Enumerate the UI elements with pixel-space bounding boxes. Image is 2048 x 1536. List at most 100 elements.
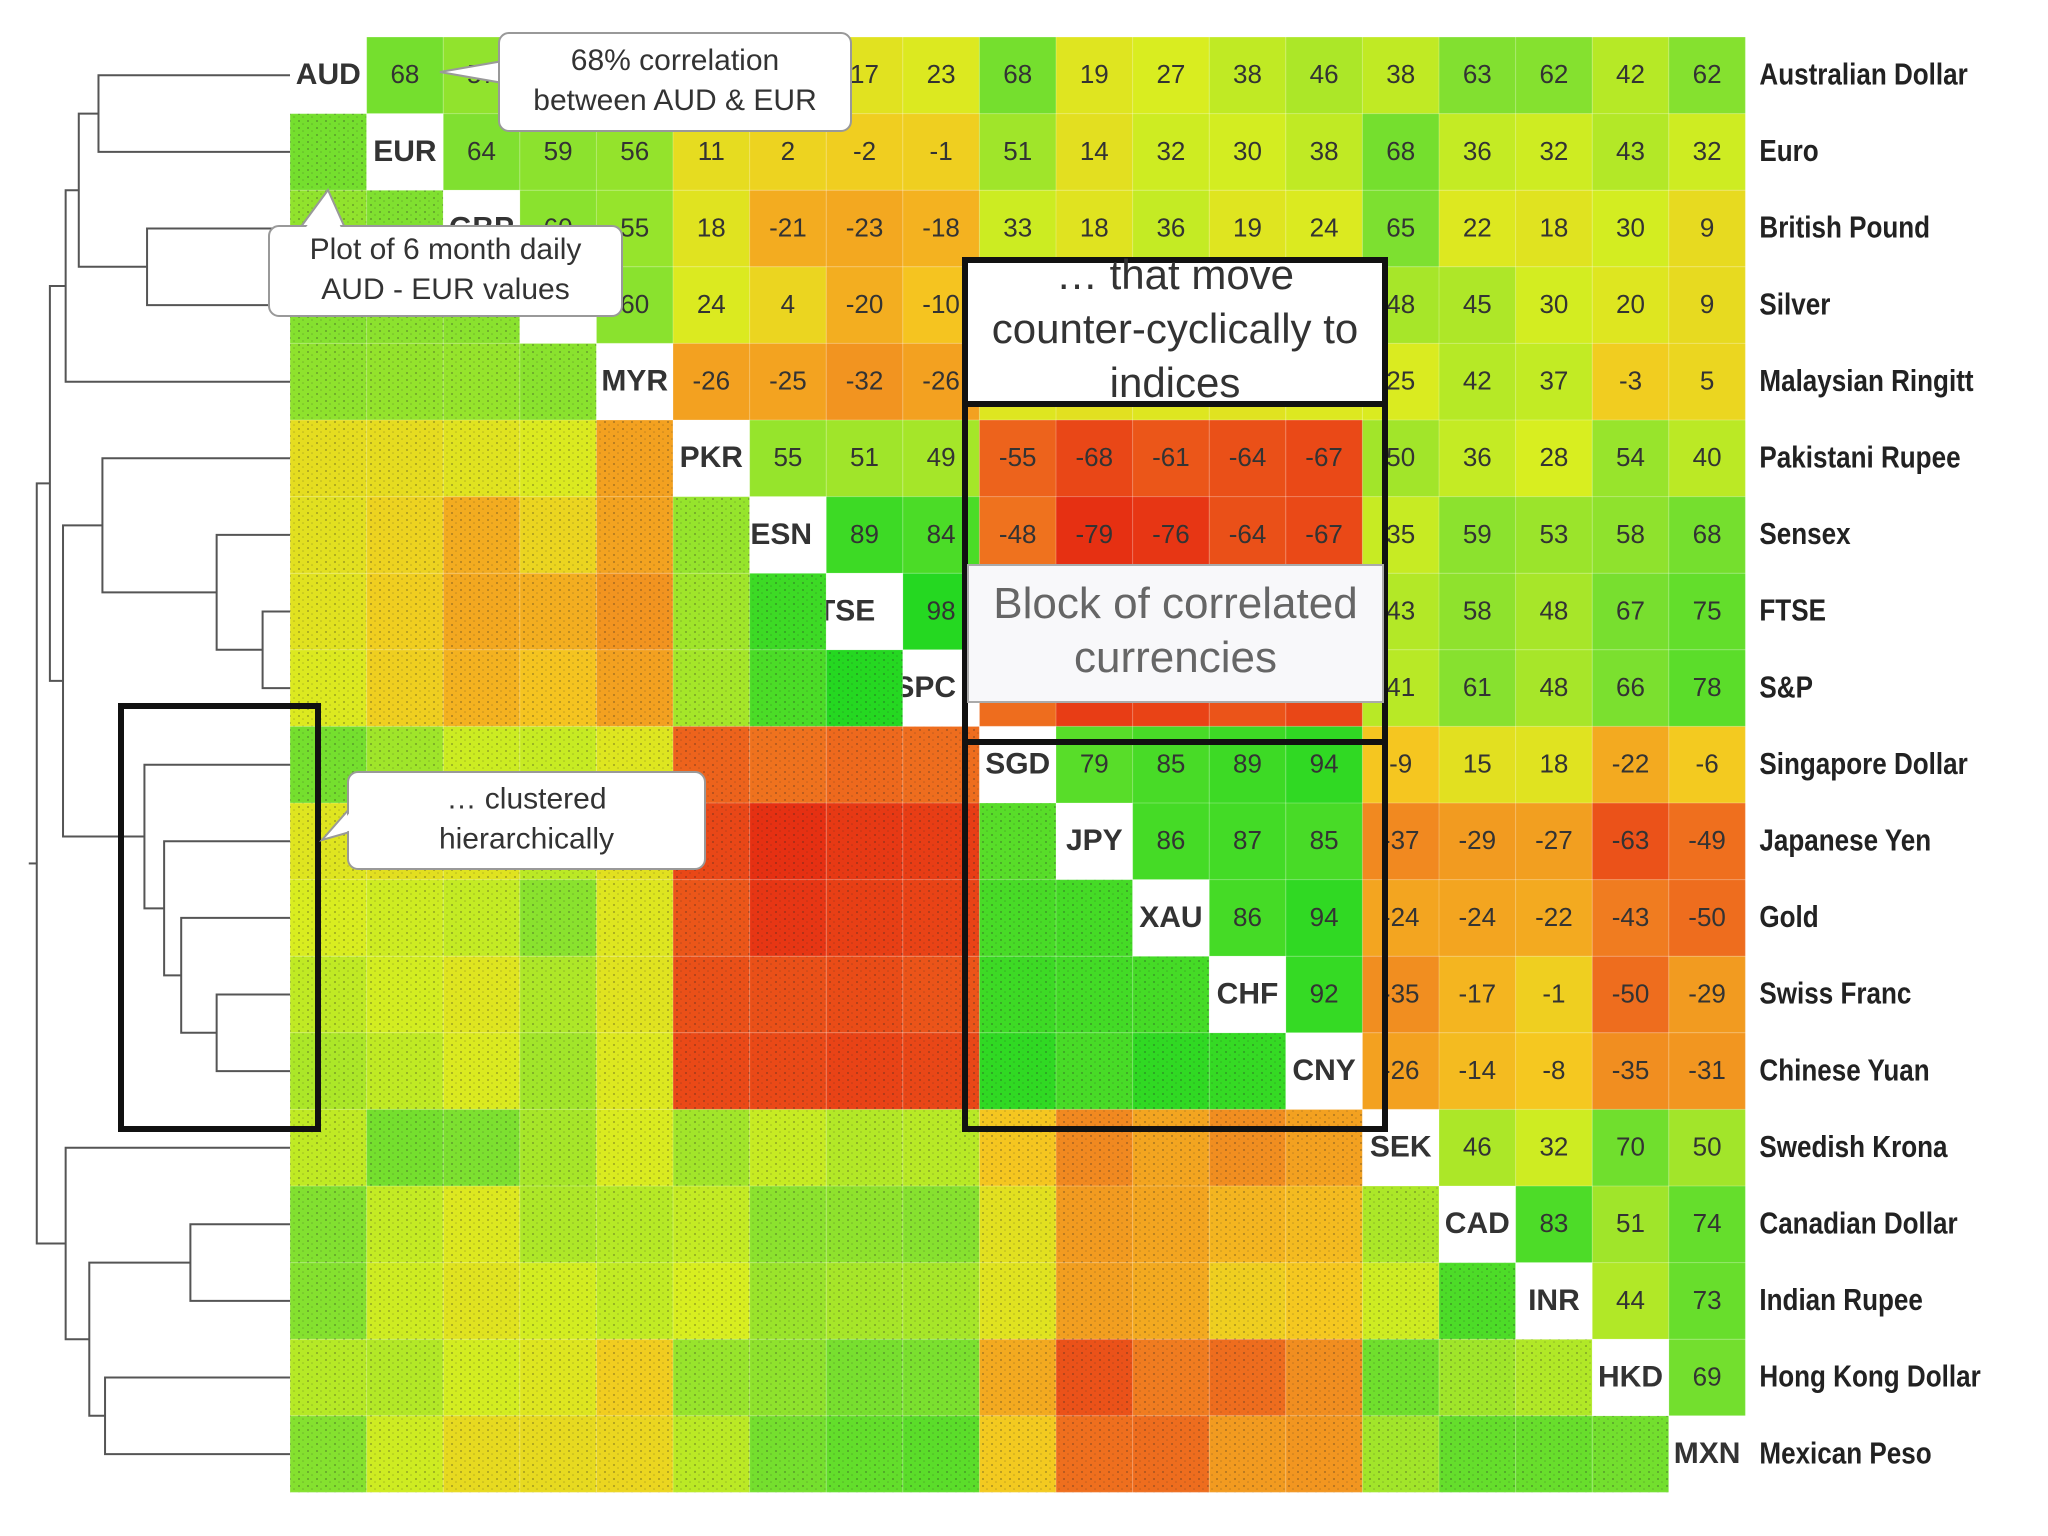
correlation-cell [1592,420,1669,497]
series-name: Gold [1759,899,1818,934]
correlation-cell [1515,879,1593,957]
correlation-label: 36 [1463,442,1492,472]
correlation-cell [1362,113,1439,191]
annotation-text: … that move [1056,251,1294,298]
correlation-label: 23 [927,59,956,89]
correlation-label: 68 [1693,519,1722,549]
correlation-cell [1515,726,1593,803]
correlation-cell [1592,1032,1669,1110]
correlation-cell [826,343,903,420]
correlation-cell [1285,803,1363,880]
correlation-label: 68 [390,59,419,89]
correlation-cell [1592,496,1669,574]
correlation-cell [1439,37,1516,114]
series-name: FTSE [1759,593,1826,628]
correlation-cell [826,420,903,497]
correlation-label: -10 [922,289,960,319]
correlation-cell [1439,1109,1516,1186]
correlation-label: -20 [846,289,884,319]
cells: 6857625812151723681927384638636242626459… [289,36,1981,1493]
correlation-label: 2 [781,136,795,166]
correlation-label: 50 [1693,1132,1722,1162]
correlation-label: 62 [1539,59,1568,89]
series-name: Malaysian Ringitt [1759,363,1973,398]
correlation-cell [1439,649,1516,727]
correlation-label: 41 [1386,672,1415,702]
correlation-cell [1209,496,1286,574]
diagonal-cell [749,496,827,574]
correlation-cell [979,420,1056,497]
correlation-cell [1285,879,1363,957]
annotation-text: … clustered [446,782,606,815]
correlation-cell [1132,803,1210,880]
correlation-label: 54 [1616,442,1645,472]
callout-box [962,257,1388,407]
diagonal-cell [1668,1415,1746,1493]
diagonal-cell [1209,956,1286,1033]
correlation-label: -14 [1459,1055,1497,1085]
series-name: British Pound [1759,210,1930,245]
correlation-label: 68 [1386,136,1415,166]
correlation-label: -17 [1459,978,1497,1008]
correlation-label: 49 [927,442,956,472]
annotation-text: currencies [1074,633,1277,682]
correlation-cell [1439,879,1516,957]
correlation-cell [1056,420,1133,497]
correlation-label: -64 [1229,442,1267,472]
annotation-text: indices [1110,359,1241,406]
correlation-cell [1056,113,1133,191]
correlation-cell [1362,803,1439,880]
series-code: ^FTSE [781,594,875,627]
series-code: ^BSESN [691,518,812,551]
correlation-label: -32 [846,366,884,396]
correlation-label: 44 [1616,1285,1645,1315]
series-name: Hong Kong Dollar [1759,1359,1980,1394]
correlation-cell [1439,343,1516,420]
series-name: Canadian Dollar [1759,1205,1957,1240]
correlation-label: 84 [927,519,956,549]
correlation-label: -49 [1688,825,1726,855]
correlation-cell [979,190,1056,267]
correlation-label: 37 [1539,366,1568,396]
correlation-label: -26 [1382,1055,1420,1085]
correlation-label: 36 [1156,212,1185,242]
correlation-cell [1668,879,1746,957]
correlation-label: 64 [467,136,496,166]
correlation-cell [826,266,903,344]
correlation-cell [1592,1262,1669,1340]
diagonal-cell [1362,1109,1439,1186]
correlation-label: -27 [1535,825,1573,855]
correlation-label: 32 [1693,136,1722,166]
correlation-label: 27 [1156,59,1185,89]
correlation-label: -22 [1535,902,1573,932]
series-code: MXN [1674,1437,1741,1470]
correlation-cell [749,266,827,344]
correlation-cell [1668,343,1746,420]
correlation-label: 69 [1693,1361,1722,1391]
correlation-cell [1668,1032,1746,1110]
correlation-cell [1132,190,1210,267]
correlation-label: -64 [1229,519,1267,549]
correlation-cell [1668,496,1746,574]
correlation-cell [1592,649,1669,727]
correlation-cell [979,496,1056,574]
correlation-label: -18 [922,212,960,242]
correlation-label: -2 [853,136,876,166]
series-code: MYR [601,365,668,398]
correlation-cell [1439,573,1516,650]
correlation-label: -25 [769,366,807,396]
correlation-cell [1439,420,1516,497]
correlation-label: -43 [1612,902,1650,932]
correlation-label: 67 [1616,595,1645,625]
correlation-label: 14 [1080,136,1109,166]
correlation-cell [366,37,444,114]
series-name: Pakistani Rupee [1759,439,1960,474]
dendrogram [28,74,290,1456]
correlation-label: 53 [1539,519,1568,549]
correlation-label: 32 [1539,136,1568,166]
correlation-cell [1439,1032,1516,1110]
correlation-label: -29 [1459,825,1497,855]
callout-pointer-cover [302,200,343,232]
correlation-cell [1515,190,1593,267]
correlation-label: 86 [1156,825,1185,855]
